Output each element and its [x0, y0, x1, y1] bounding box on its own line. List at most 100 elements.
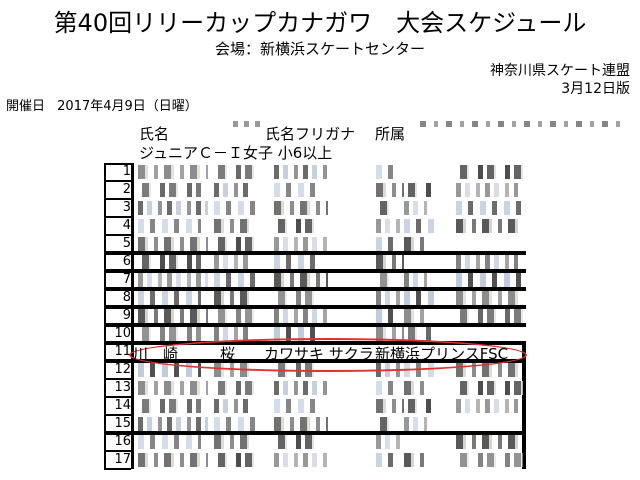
row-divider: [104, 234, 131, 236]
redacted-cell: [138, 327, 201, 341]
column-header-name: 氏名: [139, 125, 170, 143]
row-divider: [104, 414, 131, 416]
redacted-cell: [274, 381, 328, 395]
row-number: 13: [114, 380, 131, 395]
redacted-cell: [214, 255, 249, 269]
redacted-header-text: [233, 121, 263, 127]
redacted-cell: [214, 309, 256, 323]
table-row: 16: [104, 433, 526, 451]
redacted-cell: [274, 453, 328, 467]
column-header-kana: 氏名フリガナ: [265, 125, 356, 143]
highlight-name-given: 桜: [220, 345, 236, 363]
event-date-row: 開催日 2017年4月9日（日曜）: [6, 99, 206, 115]
row-number: 17: [114, 452, 131, 467]
column-header-club: 所属: [375, 125, 406, 143]
row-number: 7: [122, 272, 131, 287]
redacted-cell: [274, 219, 321, 233]
row-divider: [104, 450, 131, 452]
row-divider: [104, 323, 526, 327]
redacted-cell: [404, 219, 434, 233]
row-number: 8: [122, 290, 131, 305]
redacted-cell: [138, 453, 208, 467]
highlight-ring: [129, 338, 527, 372]
redacted-cell: [376, 291, 404, 305]
redacted-cell: [214, 201, 256, 215]
redacted-cell: [376, 165, 397, 179]
table-border-right: [522, 343, 526, 469]
redacted-cell: [404, 291, 434, 305]
redacted-cell: [404, 327, 434, 341]
table-row: 3: [104, 199, 526, 217]
version-label: 3月12日版: [561, 81, 630, 97]
redacted-cell: [456, 381, 525, 395]
redacted-cell: [274, 237, 328, 251]
redacted-cell: [214, 237, 256, 251]
redacted-cell: [376, 219, 404, 233]
redacted-cell: [138, 417, 208, 431]
redacted-cell: [404, 381, 427, 395]
row-number: 4: [122, 218, 131, 233]
row-number: 2: [122, 182, 131, 197]
row-number: 15: [114, 416, 131, 431]
row-number: 10: [114, 326, 131, 341]
row-divider: [104, 180, 131, 182]
table-border-top: [104, 163, 131, 165]
row-divider: [104, 287, 526, 291]
redacted-cell: [138, 309, 208, 323]
redacted-cell: [376, 237, 397, 251]
row-number: 16: [114, 434, 131, 449]
redacted-cell: [138, 255, 201, 269]
redacted-cell: [138, 183, 201, 197]
redacted-cell: [456, 453, 525, 467]
redacted-header-text: [420, 121, 625, 127]
redacted-cell: [214, 291, 249, 305]
redacted-cell: [214, 453, 256, 467]
highlight-kana: カワサキ サクラ: [264, 345, 374, 363]
redacted-cell: [456, 399, 518, 413]
redacted-cell: [274, 255, 321, 269]
redacted-cell: [138, 399, 201, 413]
redacted-cell: [138, 273, 208, 287]
redacted-cell: [456, 201, 525, 215]
row-number: 3: [122, 200, 131, 215]
redacted-cell: [274, 291, 321, 305]
table-row: 13: [104, 379, 526, 397]
redacted-cell: [376, 417, 397, 431]
redacted-cell: [274, 273, 328, 287]
table-row: 1: [104, 163, 526, 181]
row-divider: [104, 378, 131, 380]
redacted-cell: [456, 291, 518, 305]
row-divider: [104, 468, 131, 470]
redacted-cell: [376, 255, 404, 269]
redacted-cell: [214, 435, 249, 449]
redacted-cell: [138, 201, 208, 215]
table-row: 10: [104, 325, 526, 343]
row-divider: [104, 305, 526, 309]
redacted-cell: [274, 309, 328, 323]
schedule-table: 1 2 3 4 5 6 7 8 9 10 11 12 13 14 15 16 17: [104, 163, 526, 470]
redacted-cell: [274, 183, 321, 197]
highlight-name-family: 川 崎: [133, 345, 179, 363]
redacted-cell: [456, 183, 518, 197]
table-border-left: [104, 163, 106, 469]
row-number: 6: [122, 254, 131, 269]
table-row: 11: [104, 343, 526, 361]
row-number: 1: [122, 164, 131, 179]
page-title: 第40回リリーカップカナガワ 大会スケジュール: [53, 9, 587, 37]
table-row: 6: [104, 253, 526, 271]
table-row: 4: [104, 217, 526, 235]
event-date: 2017年4月9日（日曜）: [57, 99, 198, 114]
row-divider: [104, 396, 131, 398]
redacted-cell: [404, 417, 427, 431]
redacted-cell: [376, 435, 404, 449]
table-row: 5: [104, 235, 526, 253]
redacted-cell: [274, 399, 321, 413]
table-row: 17: [104, 451, 526, 469]
redacted-cell: [214, 327, 249, 341]
redacted-cell: [404, 309, 427, 323]
row-divider: [104, 269, 526, 273]
row-number: 11: [114, 344, 131, 359]
redacted-cell: [404, 399, 434, 413]
redacted-cell: [404, 453, 427, 467]
redacted-cell: [376, 183, 404, 197]
